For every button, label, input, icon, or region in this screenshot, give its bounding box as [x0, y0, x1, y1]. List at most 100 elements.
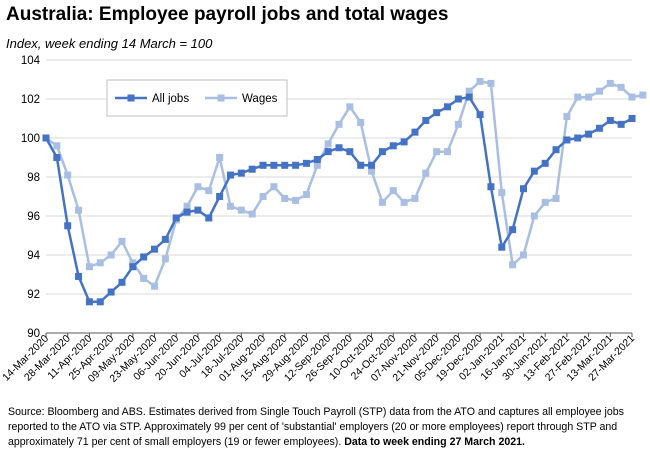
data-point-wages [226, 202, 234, 210]
y-tick-label: 98 [27, 172, 40, 184]
data-point-wages [541, 198, 549, 206]
data-point-all-jobs [509, 226, 517, 234]
data-point-all-jobs [248, 165, 256, 173]
data-point-wages [530, 212, 538, 220]
y-tick-label: 100 [21, 133, 40, 145]
y-tick-label: 102 [21, 94, 40, 106]
y-tick-label: 96 [27, 211, 40, 223]
data-point-all-jobs [324, 148, 332, 156]
data-point-all-jobs [237, 169, 245, 177]
data-point-all-jobs [53, 154, 61, 161]
data-point-wages [617, 83, 625, 91]
data-point-wages [324, 140, 332, 148]
data-point-wages [313, 161, 321, 169]
data-point-all-jobs [194, 206, 202, 214]
data-point-wages [64, 171, 72, 179]
data-point-wages [574, 93, 582, 101]
data-point-wages [357, 118, 365, 126]
data-point-wages [118, 237, 126, 245]
data-point-wages [639, 91, 647, 99]
data-point-all-jobs [335, 144, 343, 152]
data-point-all-jobs [541, 159, 549, 167]
data-point-wages [378, 198, 386, 206]
legend-label-all-jobs: All jobs [152, 93, 189, 105]
data-point-all-jobs [444, 103, 452, 111]
chart-subtitle: Index, week ending 14 March = 100 [6, 36, 213, 51]
data-point-all-jobs [530, 167, 538, 175]
data-point-all-jobs [183, 208, 191, 216]
data-point-wages [205, 187, 213, 195]
data-point-all-jobs [476, 111, 484, 119]
data-point-wages [433, 148, 441, 156]
data-point-all-jobs [96, 298, 104, 306]
data-point-all-jobs [313, 155, 321, 163]
data-point-all-jobs [498, 243, 506, 251]
data-point-all-jobs [368, 161, 376, 169]
data-point-wages [465, 87, 473, 95]
data-point-wages [606, 79, 614, 87]
data-point-wages [585, 93, 593, 101]
data-point-wages [248, 210, 256, 218]
data-point-wages [487, 79, 495, 87]
data-point-wages [281, 194, 289, 202]
data-point-wages [595, 87, 603, 95]
data-point-wages [552, 194, 560, 202]
data-point-wages [498, 189, 506, 197]
data-point-all-jobs [357, 161, 365, 169]
source-note: Source: Bloomberg and ABS. Estimates der… [8, 405, 644, 450]
data-point-wages [85, 263, 93, 271]
data-point-all-jobs [172, 214, 180, 222]
data-point-wages [129, 259, 137, 267]
data-point-wages [422, 169, 430, 177]
data-point-all-jobs [574, 134, 582, 142]
data-point-wages [454, 120, 462, 128]
data-point-wages [194, 183, 202, 191]
data-point-all-jobs [85, 298, 93, 306]
source-text: Source: Bloomberg and ABS. Estimates der… [8, 406, 624, 448]
data-point-wages [509, 261, 517, 269]
legend-label-wages: Wages [242, 93, 278, 105]
data-point-wages [259, 193, 267, 200]
data-point-all-jobs [140, 253, 148, 261]
data-point-wages [563, 113, 571, 121]
data-point-all-jobs [519, 185, 527, 193]
data-point-wages [151, 282, 159, 290]
chart-title: Australia: Employee payroll jobs and tot… [6, 4, 449, 25]
data-point-wages [75, 206, 83, 214]
data-point-wages [400, 198, 408, 206]
data-point-all-jobs [595, 124, 603, 132]
data-point-all-jobs [302, 159, 310, 167]
data-point-wages [335, 120, 343, 128]
data-point-all-jobs [617, 120, 625, 128]
data-point-wages [476, 77, 484, 85]
data-point-wages [270, 183, 278, 191]
data-point-all-jobs [151, 245, 159, 253]
data-point-wages [519, 251, 527, 259]
data-point-all-jobs [226, 171, 234, 179]
legend-marker-wages [217, 94, 225, 102]
data-point-wages [444, 148, 452, 156]
data-point-wages [237, 206, 245, 214]
data-point-wages [292, 196, 300, 204]
data-point-wages [216, 154, 224, 161]
data-point-wages [411, 194, 419, 202]
data-point-all-jobs [281, 161, 289, 169]
data-point-all-jobs [64, 222, 72, 230]
data-point-wages [368, 167, 376, 175]
data-point-all-jobs [628, 115, 636, 122]
data-point-all-jobs [270, 161, 278, 169]
y-tick-label: 104 [21, 55, 41, 67]
data-point-all-jobs [161, 235, 169, 243]
data-point-all-jobs [259, 161, 267, 169]
data-point-all-jobs [42, 134, 50, 142]
data-point-all-jobs [422, 116, 430, 124]
data-point-all-jobs [433, 109, 441, 117]
data-point-wages [53, 142, 61, 150]
data-point-all-jobs [563, 136, 571, 144]
data-point-wages [628, 93, 636, 101]
data-point-wages [346, 103, 354, 111]
data-point-all-jobs [552, 146, 560, 154]
data-point-wages [96, 259, 104, 267]
data-point-all-jobs [216, 193, 224, 200]
y-tick-label: 90 [27, 328, 40, 340]
